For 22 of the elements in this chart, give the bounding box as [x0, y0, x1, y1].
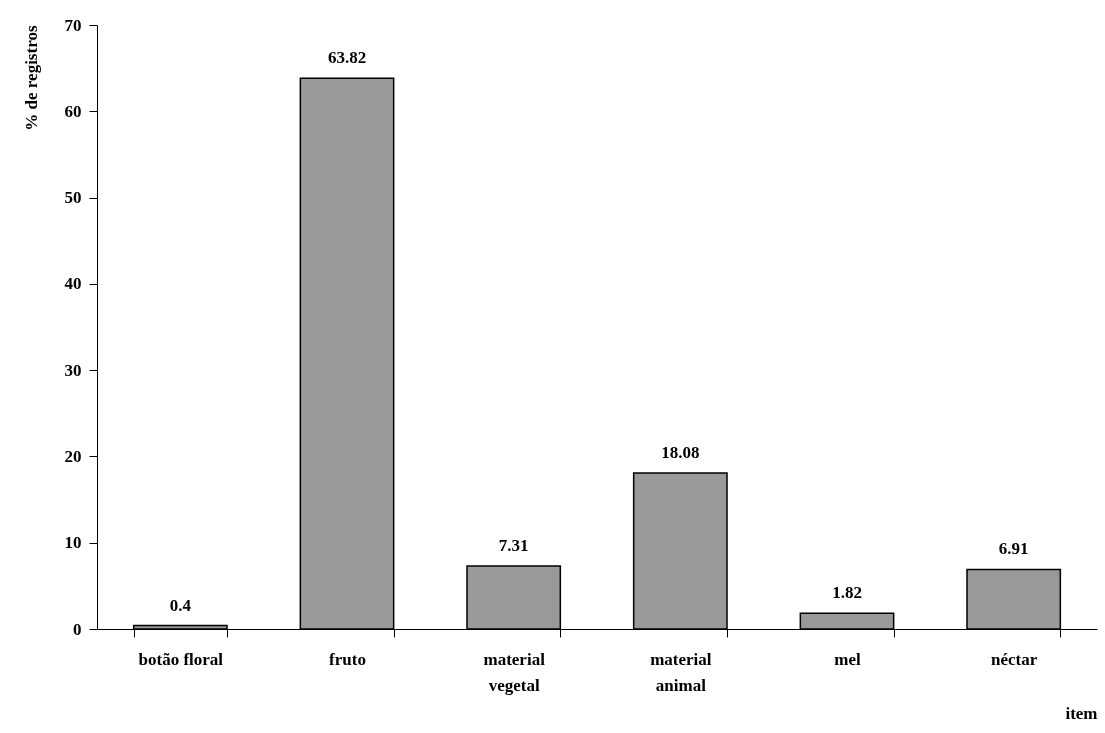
data-label: 0.4 [169, 595, 192, 615]
x-tick-label: néctar [991, 649, 1038, 669]
y-axis-title: % de registros [21, 25, 41, 131]
x-tick-label: botão floral [138, 649, 224, 669]
x-tick-label: fruto [329, 649, 366, 669]
x-tick-label: material vegetal [483, 649, 546, 695]
y-tick-label: 30 [64, 360, 82, 380]
y-tick-label: 20 [64, 446, 82, 466]
x-tick-label: material animal [650, 649, 712, 695]
y-tick-label: 60 [64, 101, 82, 121]
data-label: 7.31 [498, 535, 529, 555]
y-tick-label: 50 [64, 188, 82, 208]
data-label: 6.91 [998, 539, 1029, 559]
y-tick-label: 70 [64, 15, 82, 35]
y-tick-label: 10 [64, 533, 82, 553]
data-label: 1.82 [832, 583, 862, 603]
x-tick-label: mel [834, 649, 861, 669]
y-tick-label: 40 [64, 274, 82, 294]
data-label: 18.08 [661, 443, 700, 462]
y-tick-label: 0 [73, 619, 82, 639]
x-axis-title: item [1065, 703, 1098, 723]
data-label: 63.82 [327, 48, 367, 68]
